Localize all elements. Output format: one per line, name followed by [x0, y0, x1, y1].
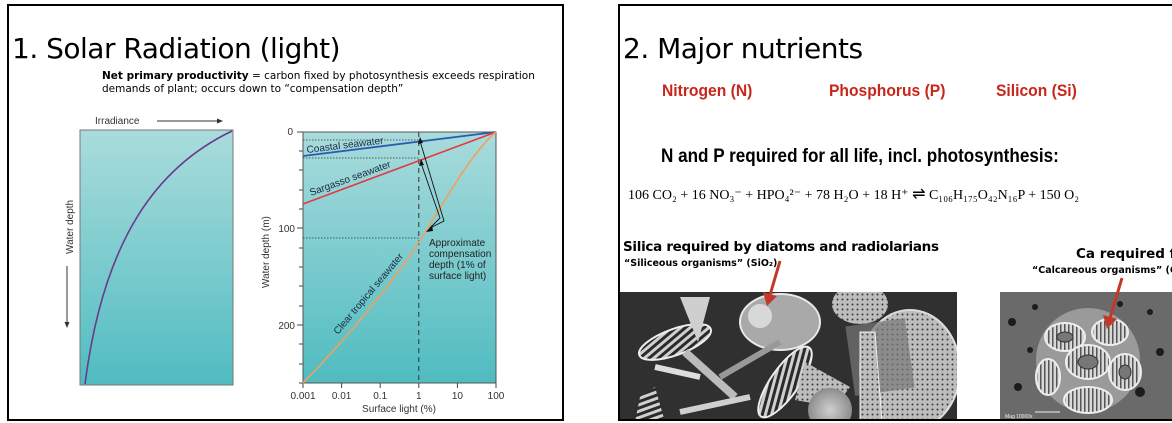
irradiance-label: Irradiance — [95, 116, 140, 127]
coastal-line — [302, 131, 497, 157]
eq-h2o: 78 H₂O — [816, 188, 859, 203]
x-tick-001: 0.01 — [332, 391, 352, 402]
nutrient-phosphorus: Phosphorus (P) — [829, 81, 946, 100]
photosynthesis-equation: 106 CO₂ + 16 NO₃⁻ + HPO₄²⁻ + 78 H₂O + 18… — [628, 186, 1080, 203]
x-tick-0001: 0.001 — [290, 391, 315, 402]
svg-text:Mag 10000x: Mag 10000x — [1005, 414, 1033, 420]
tropical-line — [302, 131, 497, 384]
x-axis-label: Surface light (%) — [362, 404, 436, 415]
x-tick-100: 100 — [488, 391, 505, 402]
eq-hpo4: HPO₄²⁻ — [756, 188, 802, 203]
y-tick-100: 100 — [278, 224, 295, 235]
y-axis-label: Water depth (m) — [261, 216, 272, 288]
eq-h: 18 H⁺ — [873, 188, 909, 203]
eq-co2: 106 CO₂ — [628, 188, 677, 203]
calcium-subheading: “Calcareous organisms” (CaCO₃) — [1032, 265, 1172, 276]
slide-major-nutrients: 2. Major nutrients Nitrogen (N) Phosphor… — [618, 4, 1172, 421]
npp-definition: Net primary productivity = carbon fixed … — [102, 70, 552, 96]
plot-area — [302, 131, 497, 384]
y-tick-0: 0 — [287, 127, 293, 138]
x-tick-01: 0.1 — [373, 391, 387, 402]
sargasso-line — [302, 131, 497, 205]
calcium-pointer-arrow-icon — [1103, 277, 1124, 329]
eq-organic-matter: C₁₀₆H₁₇₅O₄₂N₁₆P — [928, 188, 1025, 203]
irradiance-chart: Irradiance Water depth — [64, 116, 505, 415]
np-subheading: N and P required for all life, incl. pho… — [661, 146, 1059, 167]
nutrient-nitrogen: Nitrogen (N) — [662, 81, 753, 100]
coccolithophore-photo: Mag 10000x — [1000, 292, 1172, 420]
x-tick-10: 10 — [452, 391, 464, 402]
slide-title: 2. Major nutrients — [623, 32, 863, 65]
water-depth-label: Water depth — [65, 200, 76, 254]
npp-term: Net primary productivity — [102, 70, 249, 82]
npp-text: = carbon fixed by photosynthesis exceeds… — [102, 70, 535, 95]
calcium-heading: Ca required for — [1076, 246, 1172, 262]
y-tick-200: 200 — [278, 321, 295, 332]
compensation-depth-chart: 0 100 200 Water depth (m) 0.001 0.01 0.1… — [261, 127, 505, 415]
eq-o2: 150 O₂ — [1039, 188, 1080, 203]
silica-pointer-arrow-icon — [763, 260, 782, 306]
irradiance-curve — [84, 130, 233, 385]
silica-heading: Silica required by diatoms and radiolari… — [623, 239, 939, 255]
compensation-annotation: Approximate compensation depth (1% of su… — [429, 238, 494, 282]
x-tick-1: 1 — [416, 391, 422, 402]
slide-title: 1. Solar Radiation (light) — [12, 32, 341, 65]
silica-subheading: “Siliceous organisms” (SiO₂) — [624, 258, 778, 269]
water-column — [79, 129, 234, 386]
eq-no3: 16 NO₃⁻ — [691, 188, 742, 203]
diatom-photo — [620, 292, 957, 419]
nutrient-silicon: Silicon (Si) — [996, 81, 1077, 100]
equilibrium-arrow-icon: ⇌ — [912, 186, 926, 203]
slide-solar-radiation: 1. Solar Radiation (light) Net primary p… — [7, 4, 564, 421]
